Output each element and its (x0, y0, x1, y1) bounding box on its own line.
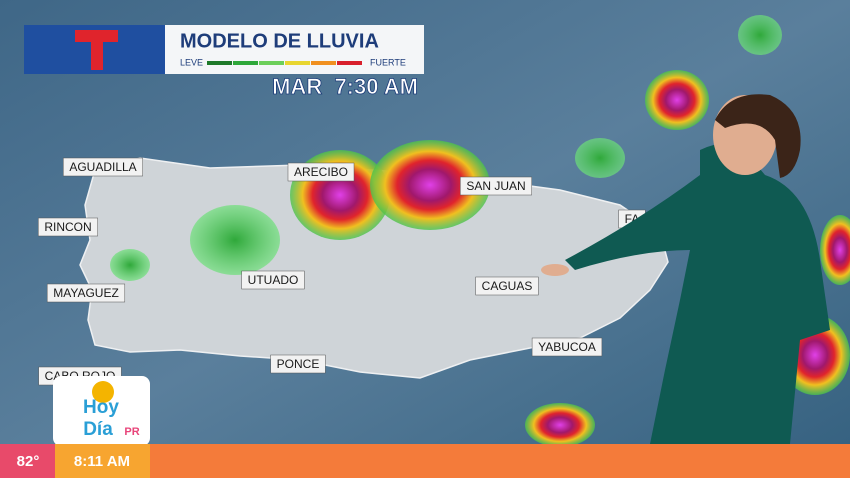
hair (715, 94, 801, 178)
rain-cell (190, 205, 280, 275)
city-box (46, 283, 126, 303)
logo-suffix: PR (124, 426, 139, 438)
logo-line2: Día (83, 419, 113, 440)
rain-cell (820, 215, 850, 285)
scale-step (311, 61, 336, 65)
city-label: RINCON (44, 220, 91, 234)
city-box (287, 162, 355, 182)
clock: 8:11 AM (74, 453, 130, 470)
rain-cell (525, 403, 595, 447)
city-box (531, 337, 603, 357)
logo-line1: Hoy (83, 397, 119, 418)
clock-box (55, 444, 150, 478)
city-label: YABUCOA (538, 340, 596, 354)
title-box (165, 25, 424, 74)
title: MODELO DE LLUVIA (180, 30, 379, 52)
show-logo-box (53, 376, 150, 446)
city-box (63, 157, 143, 177)
city-box (38, 217, 98, 237)
city-label: SAN JUAN (466, 179, 525, 193)
city-label: ARECIBO (294, 165, 348, 179)
scale-bar (207, 61, 362, 65)
scale-low: LEVE (180, 57, 203, 67)
scale-step (233, 61, 258, 65)
city-label: CAGUAS (482, 279, 533, 293)
hand (541, 264, 569, 276)
city-label: MAYAGUEZ (53, 286, 119, 300)
scale-high: FUERTE (370, 57, 406, 67)
city-box (460, 176, 532, 196)
scale-step (207, 61, 232, 65)
rain-cell (738, 15, 782, 55)
city-label: AGUADILLA (69, 160, 136, 174)
temperature: 82° (17, 453, 40, 470)
temp-box (0, 444, 55, 478)
city-box (241, 270, 305, 290)
scale-step (285, 61, 310, 65)
network-logo (75, 30, 118, 70)
city-label: PONCE (277, 357, 320, 371)
presenter (541, 94, 830, 445)
scale-step (259, 61, 284, 65)
rain-cell (110, 249, 150, 281)
city-box (270, 354, 326, 374)
rain-cell (575, 138, 625, 178)
scale-step (337, 61, 362, 65)
rain-cell (370, 140, 490, 230)
rain-cell (645, 70, 709, 130)
dress (565, 143, 830, 445)
sun (92, 381, 114, 403)
city-label: UTUADO (248, 273, 299, 287)
city-box (475, 276, 539, 296)
forecast-time: MAR 7:30 AM (272, 74, 418, 99)
